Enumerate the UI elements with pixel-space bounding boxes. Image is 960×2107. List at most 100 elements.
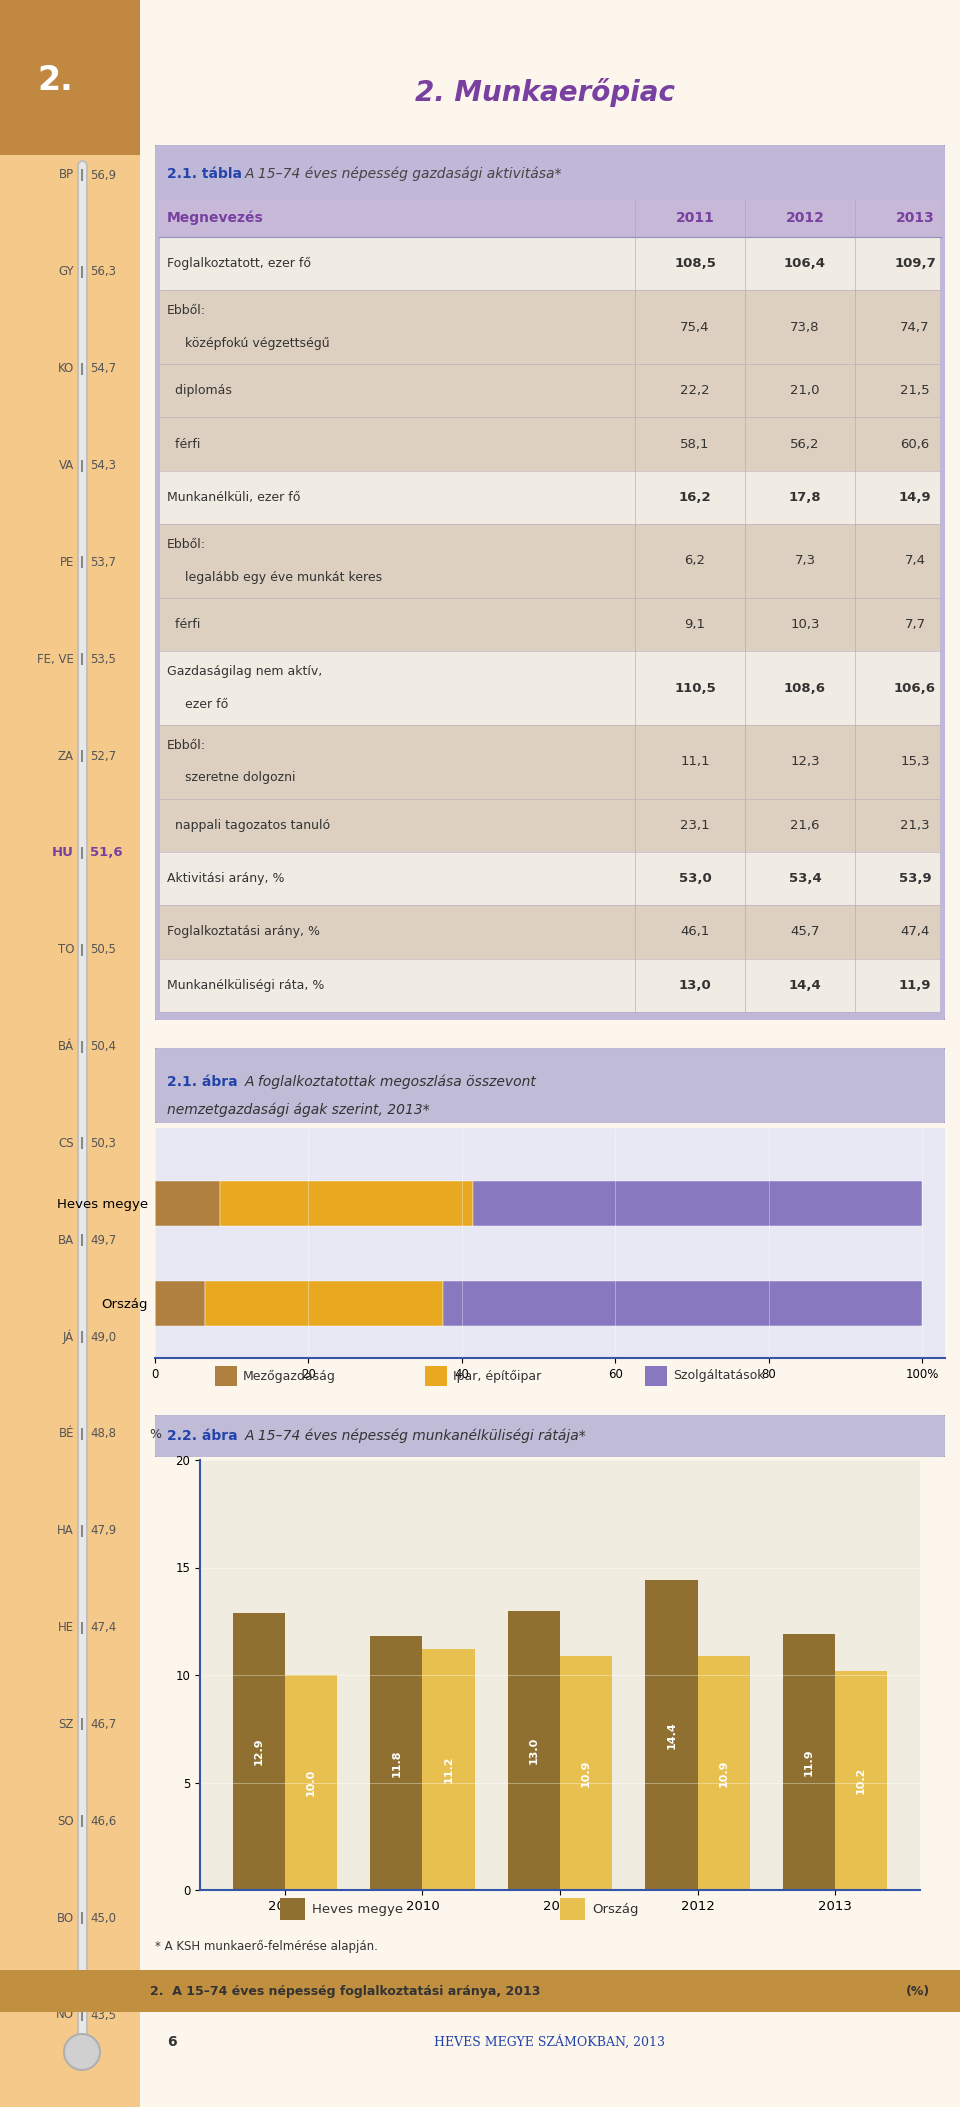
Bar xyxy=(155,1180,220,1226)
Text: diplomás: diplomás xyxy=(167,383,232,398)
Text: Ebből:: Ebből: xyxy=(167,537,206,552)
Text: 12,3: 12,3 xyxy=(790,754,820,769)
Bar xyxy=(835,1671,887,1890)
Text: 13.0: 13.0 xyxy=(529,1736,539,1764)
Bar xyxy=(645,1580,698,1890)
Bar xyxy=(280,1898,305,1919)
Text: Gazdaságilag nem aktív,: Gazdaságilag nem aktív, xyxy=(167,666,323,678)
Bar xyxy=(560,1656,612,1890)
Text: férfi: férfi xyxy=(167,617,201,630)
Text: 10,3: 10,3 xyxy=(790,617,820,630)
Text: HU: HU xyxy=(52,847,74,860)
Text: 11,9: 11,9 xyxy=(899,980,931,992)
Text: 109,7: 109,7 xyxy=(894,257,936,270)
Text: 11,1: 11,1 xyxy=(681,754,709,769)
Text: 60,6: 60,6 xyxy=(900,438,929,451)
Text: 53,9: 53,9 xyxy=(899,872,931,885)
FancyBboxPatch shape xyxy=(154,1047,946,1123)
Text: HE: HE xyxy=(58,1620,74,1635)
Text: 74,7: 74,7 xyxy=(900,320,929,333)
Text: 45,7: 45,7 xyxy=(790,925,820,938)
Text: 15,3: 15,3 xyxy=(900,754,930,769)
Text: 14,4: 14,4 xyxy=(788,980,822,992)
Text: (%): (%) xyxy=(905,1985,930,1997)
Text: 51,6: 51,6 xyxy=(90,847,123,860)
Text: ZA: ZA xyxy=(58,750,74,763)
Text: 58,1: 58,1 xyxy=(681,438,709,451)
Text: ezer fő: ezer fő xyxy=(177,697,228,710)
Text: %: % xyxy=(150,1429,161,1441)
Text: VA: VA xyxy=(59,459,74,472)
Text: Szolgáltatások: Szolgáltatások xyxy=(673,1370,764,1382)
Text: SZ: SZ xyxy=(59,1717,74,1732)
Text: Ebből:: Ebből: xyxy=(167,740,206,752)
Text: 10.2: 10.2 xyxy=(856,1766,866,1793)
Text: A 15–74 éves népesség munkanélküliségi rátája*: A 15–74 éves népesség munkanélküliségi r… xyxy=(245,1429,587,1443)
Text: 2.1. ábra: 2.1. ábra xyxy=(167,1075,238,1089)
Bar xyxy=(160,799,940,851)
FancyBboxPatch shape xyxy=(154,1414,946,1458)
Text: 50,5: 50,5 xyxy=(90,944,116,957)
Bar xyxy=(645,1365,667,1386)
Text: 49,7: 49,7 xyxy=(90,1235,116,1247)
Bar xyxy=(160,725,940,799)
Text: 21,0: 21,0 xyxy=(790,383,820,398)
Bar xyxy=(160,236,940,291)
Bar xyxy=(155,1281,204,1325)
Text: 106,4: 106,4 xyxy=(784,257,826,270)
Bar xyxy=(159,150,941,198)
Bar xyxy=(371,1637,422,1890)
Text: 11.8: 11.8 xyxy=(392,1749,401,1776)
Text: 21,3: 21,3 xyxy=(900,820,930,832)
Text: JÁ: JÁ xyxy=(62,1330,74,1344)
Text: 7,7: 7,7 xyxy=(904,617,925,630)
Text: 50,4: 50,4 xyxy=(90,1041,116,1054)
Bar xyxy=(285,1675,337,1890)
Text: 2.: 2. xyxy=(37,63,73,97)
Text: 73,8: 73,8 xyxy=(790,320,820,333)
Text: 21,6: 21,6 xyxy=(790,820,820,832)
Bar xyxy=(160,598,940,651)
Text: 46,6: 46,6 xyxy=(90,1814,116,1827)
Bar xyxy=(443,1281,922,1325)
Text: BP: BP xyxy=(59,169,74,181)
Bar xyxy=(232,1612,285,1890)
Text: 2.2. ábra: 2.2. ábra xyxy=(167,1429,238,1443)
Text: 106,6: 106,6 xyxy=(894,681,936,695)
Text: 16,2: 16,2 xyxy=(679,491,711,504)
FancyBboxPatch shape xyxy=(154,143,946,1022)
Text: 14.4: 14.4 xyxy=(666,1721,677,1749)
Text: Ipar, építőipar: Ipar, építőipar xyxy=(453,1370,541,1382)
Text: 75,4: 75,4 xyxy=(681,320,709,333)
Circle shape xyxy=(64,2033,100,2069)
Text: SO: SO xyxy=(58,1814,74,1827)
Text: 2.1. tábla: 2.1. tábla xyxy=(167,166,242,181)
Text: CS: CS xyxy=(59,1138,74,1150)
Text: 54,7: 54,7 xyxy=(90,362,116,375)
Text: nappali tagozatos tanuló: nappali tagozatos tanuló xyxy=(167,820,330,832)
Text: 9,1: 9,1 xyxy=(684,617,706,630)
Text: NÓ: NÓ xyxy=(56,2008,74,2021)
Text: 45,0: 45,0 xyxy=(90,1911,116,1924)
Bar xyxy=(698,1656,750,1890)
Text: 6,2: 6,2 xyxy=(684,554,706,567)
Text: GY: GY xyxy=(59,265,74,278)
Text: 2011: 2011 xyxy=(676,211,714,225)
Text: HA: HA xyxy=(58,1523,74,1538)
Text: férfi: férfi xyxy=(167,438,201,451)
Bar xyxy=(160,365,940,417)
Text: 23,1: 23,1 xyxy=(681,820,709,832)
Text: * A KSH munkaerő-felmérése alapján.: * A KSH munkaerő-felmérése alapján. xyxy=(155,1938,378,1953)
Text: 21,5: 21,5 xyxy=(900,383,930,398)
Text: 12.9: 12.9 xyxy=(253,1738,264,1766)
Text: 53,5: 53,5 xyxy=(90,653,116,666)
Text: Heves megye: Heves megye xyxy=(312,1903,403,1915)
Bar xyxy=(160,417,940,470)
Text: BO: BO xyxy=(57,1911,74,1924)
Bar xyxy=(204,1281,443,1325)
Text: nemzetgazdasági ágak szerint, 2013*: nemzetgazdasági ágak szerint, 2013* xyxy=(167,1102,430,1117)
Text: 108,5: 108,5 xyxy=(674,257,716,270)
Text: 56,2: 56,2 xyxy=(790,438,820,451)
Text: A foglalkoztatottak megoszlása összevont: A foglalkoztatottak megoszlása összevont xyxy=(245,1075,537,1089)
Bar xyxy=(159,198,941,236)
